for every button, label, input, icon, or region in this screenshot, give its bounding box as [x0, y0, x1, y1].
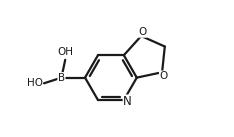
Text: OH: OH	[57, 48, 73, 58]
Text: O: O	[139, 27, 147, 37]
Text: HO: HO	[26, 78, 43, 88]
Text: B: B	[58, 73, 65, 83]
Text: O: O	[160, 71, 168, 81]
Text: N: N	[123, 95, 132, 108]
